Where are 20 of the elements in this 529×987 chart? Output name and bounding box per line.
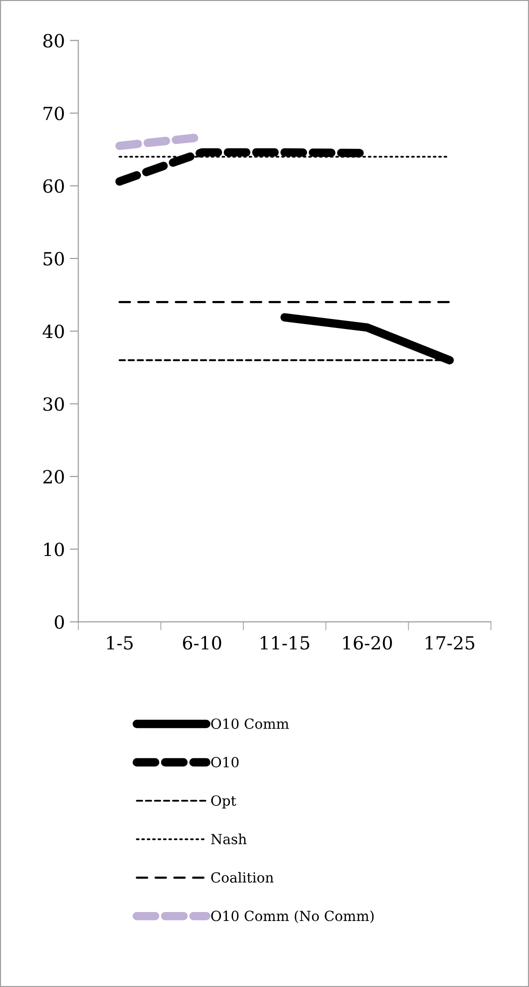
- legend-label: Coalition: [211, 872, 274, 883]
- x-tick-label: 16-20: [343, 636, 392, 650]
- legend-label: O10: [211, 756, 239, 768]
- y-tick-label: 50: [44, 252, 64, 266]
- legend-label: Nash: [211, 834, 247, 844]
- y-tick-label: 40: [42, 324, 64, 338]
- y-tick-label: 80: [43, 34, 64, 48]
- y-tick-label: 60: [43, 179, 64, 193]
- y-tick-label: 20: [43, 470, 64, 484]
- y-tick-label: 70: [44, 106, 64, 120]
- y-tick-label: 0: [54, 615, 64, 629]
- x-tick-label: 17-25: [426, 636, 474, 650]
- x-tick-label: 11-15: [260, 636, 310, 650]
- y-tick-label: 10: [44, 542, 64, 556]
- legend-label: Opt: [211, 795, 236, 809]
- x-tick-label: 6-10: [183, 636, 222, 650]
- y-tick-label: 30: [44, 397, 64, 411]
- legend-label: O10 Comm (No Comm): [211, 910, 374, 924]
- x-tick-label: 1-5: [107, 636, 133, 650]
- legend-label: O10 Comm: [211, 718, 289, 729]
